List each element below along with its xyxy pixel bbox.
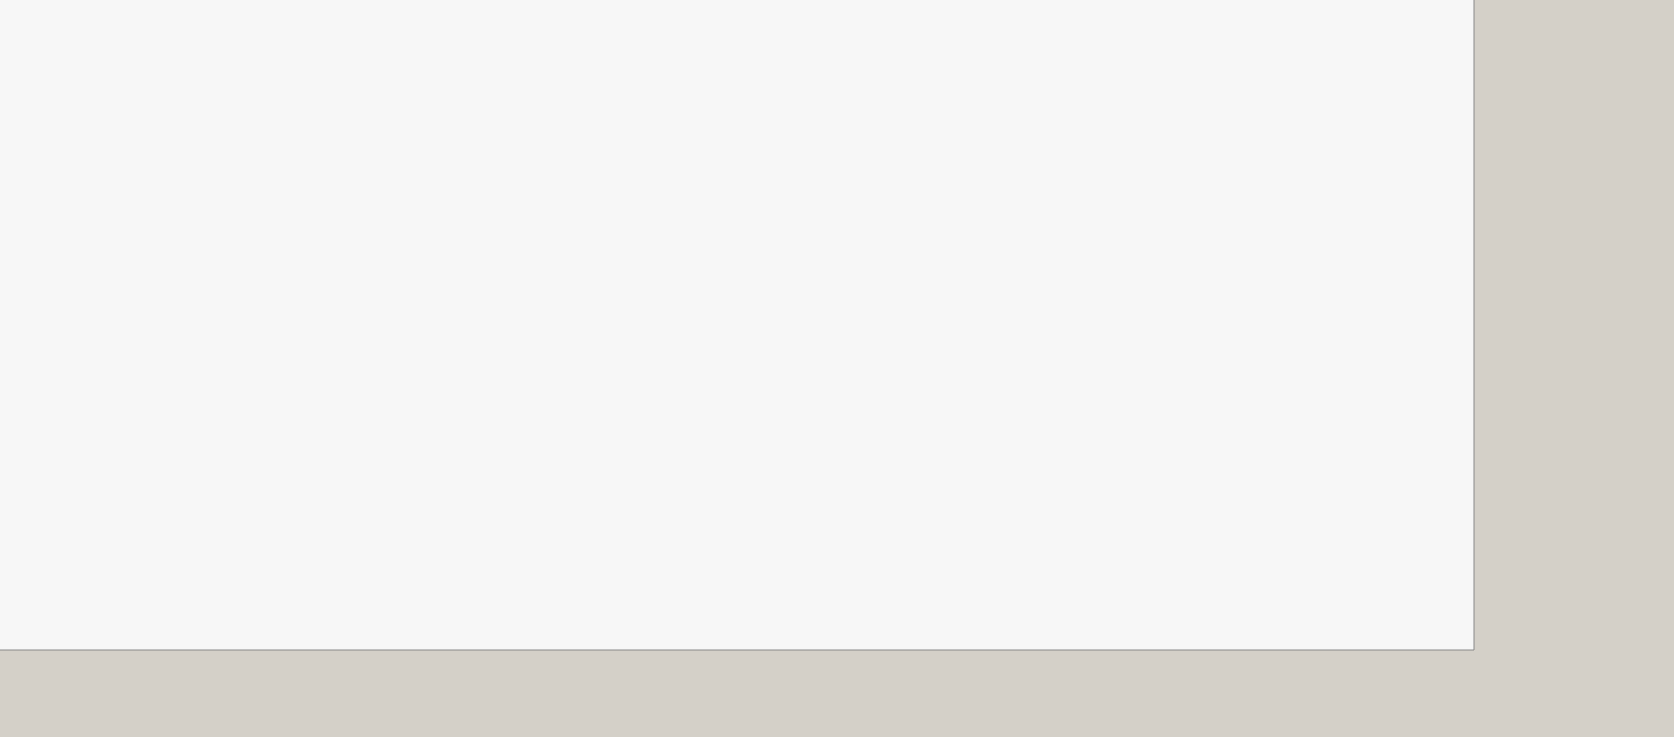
price-axis: [1474, 0, 1674, 737]
plot-area: [0, 0, 1474, 650]
time-axis: [0, 650, 1474, 737]
